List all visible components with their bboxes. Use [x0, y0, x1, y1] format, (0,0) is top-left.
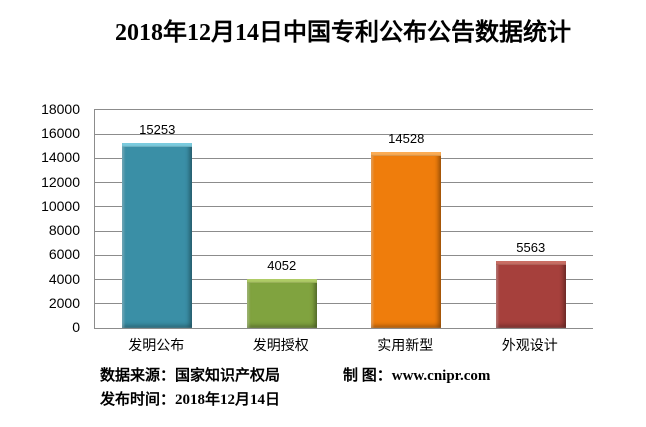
gridline-14000 — [95, 157, 593, 159]
gridline-6000 — [95, 254, 593, 256]
gridline-8000 — [95, 230, 593, 232]
chart-by-label: 制 图：www.cnipr.com — [343, 368, 491, 384]
x-tick-label-3: 外观设计 — [501, 337, 558, 353]
bar-bevel-2 — [371, 152, 442, 157]
x-tick-label-0: 发明公布 — [128, 337, 185, 353]
y-tick-label-2000: 2000 — [48, 294, 80, 311]
bar-slot-2: 14528 — [344, 110, 469, 328]
y-tick-label-8000: 8000 — [48, 222, 80, 239]
y-tick-label-14000: 14000 — [41, 149, 80, 166]
y-axis-labels: 0 2000 4000 6000 8000 10000 12000 14000 16000 180… — [0, 102, 80, 334]
chart-footer: 数据来源：国家知识产权局 制 图：www.cnipr.com 发布时间：2018… — [100, 364, 620, 412]
bar-1 — [246, 278, 317, 328]
chart-title: 2018年12月14日中国专利公布公告数据统计 — [115, 20, 571, 46]
bar-0 — [122, 143, 193, 328]
footer-row-2: 发布时间：2018年12月14日 — [100, 388, 620, 412]
bar-bevel-1 — [246, 278, 317, 283]
y-tick-label-10000: 10000 — [41, 197, 80, 214]
y-tick-label-6000: 6000 — [48, 246, 80, 263]
gridline-2000 — [95, 303, 593, 305]
y-tick-label-12000: 12000 — [41, 173, 80, 190]
bar-2 — [371, 152, 442, 328]
y-tick-label-16000: 16000 — [41, 125, 80, 142]
y-tick-label-0: 0 — [72, 319, 80, 335]
bar-value-label-1: 4052 — [267, 257, 297, 273]
bar-value-label-0: 15253 — [139, 122, 176, 138]
y-tick-label-18000: 18000 — [41, 101, 80, 117]
gridline-16000 — [95, 133, 593, 135]
gridline-10000 — [95, 206, 593, 208]
bar-value-label-2: 14528 — [388, 131, 425, 147]
footer-row-1: 数据来源：国家知识产权局 制 图：www.cnipr.com — [100, 364, 620, 388]
x-tick-label-2: 实用新型 — [377, 337, 434, 353]
data-source-label: 数据来源：国家知识产权局 — [100, 368, 281, 384]
gridline-4000 — [95, 279, 593, 281]
x-tick-label-1: 发明授权 — [252, 337, 309, 353]
gridline-12000 — [95, 182, 593, 184]
bar-bevel-0 — [122, 143, 193, 148]
bar-value-label-3: 5563 — [516, 239, 546, 255]
y-tick-label-4000: 4000 — [48, 270, 80, 287]
publish-date-label: 发布时间：2018年12月14日 — [100, 392, 281, 408]
x-axis-labels: 发明公布 发明授权 实用新型 外观设计 — [94, 335, 592, 355]
bar-slot-1: 4052 — [220, 110, 345, 328]
bar-bevel-3 — [495, 260, 566, 265]
plot-area: 15253 4052 14528 5563 — [94, 109, 593, 329]
bar-slot-3: 5563 — [469, 110, 594, 328]
bar-3 — [495, 260, 566, 328]
bar-slot-0: 15253 — [95, 110, 220, 328]
